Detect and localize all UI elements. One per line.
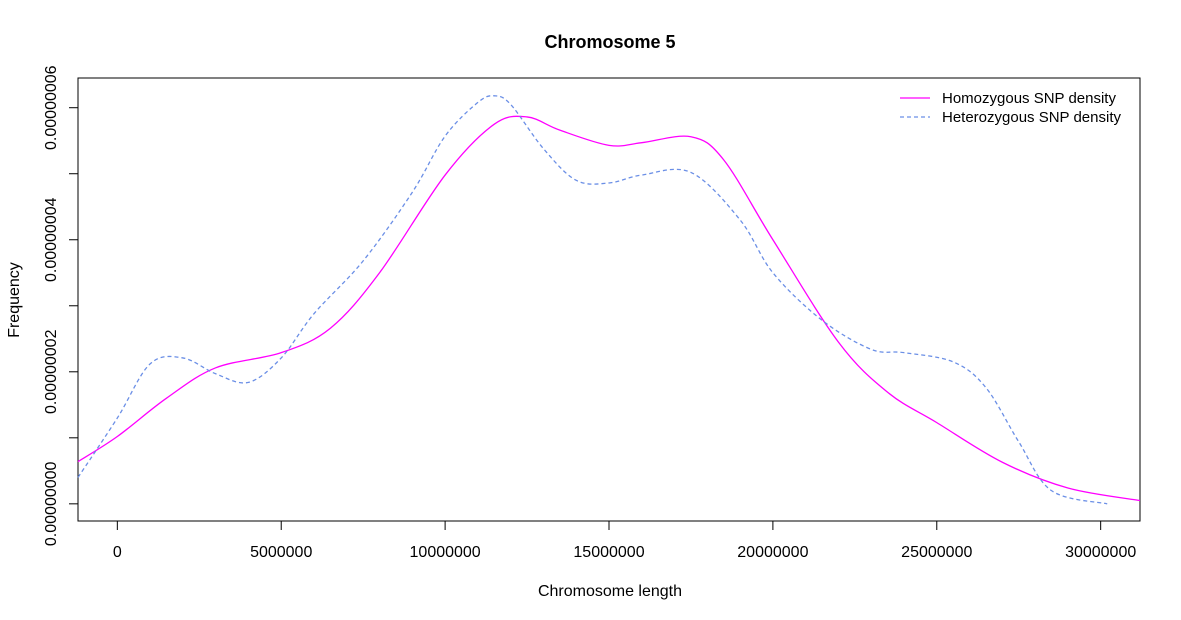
x-tick-label: 30000000 (1065, 544, 1136, 561)
x-tick-label: 10000000 (410, 544, 481, 561)
y-tick-label: 0.00000004 (43, 197, 60, 282)
legend-label: Heterozygous SNP density (942, 109, 1121, 126)
chart-title: Chromosome 5 (544, 32, 675, 52)
x-tick-label: 20000000 (737, 544, 808, 561)
y-tick-label: 0.00000006 (43, 65, 60, 150)
series-layer (77, 95, 1141, 505)
plot-box (77, 77, 1141, 522)
series-line-heterozygous (77, 95, 1108, 505)
y-axis: 0.00000000 0.00000002 0.00000004 0.00000006 (43, 65, 79, 546)
y-tick-label: 0.00000002 (43, 329, 60, 414)
y-axis-label: Frequency (6, 262, 23, 338)
x-axis: 0 5000000 10000000 15000000 20000000 25000000… (113, 520, 1136, 561)
x-tick-label: 5000000 (250, 544, 312, 561)
y-tick-label: 0.00000000 (43, 461, 60, 546)
x-tick-label: 0 (113, 544, 122, 561)
legend-label: Homozygous SNP density (942, 90, 1116, 107)
x-tick-label: 25000000 (901, 544, 972, 561)
x-axis-label: Chromosome length (538, 583, 682, 600)
x-tick-label: 15000000 (573, 544, 644, 561)
series-line-homozygous (77, 115, 1141, 502)
legend: Homozygous SNP density Heterozygous SNP d… (900, 90, 1121, 126)
